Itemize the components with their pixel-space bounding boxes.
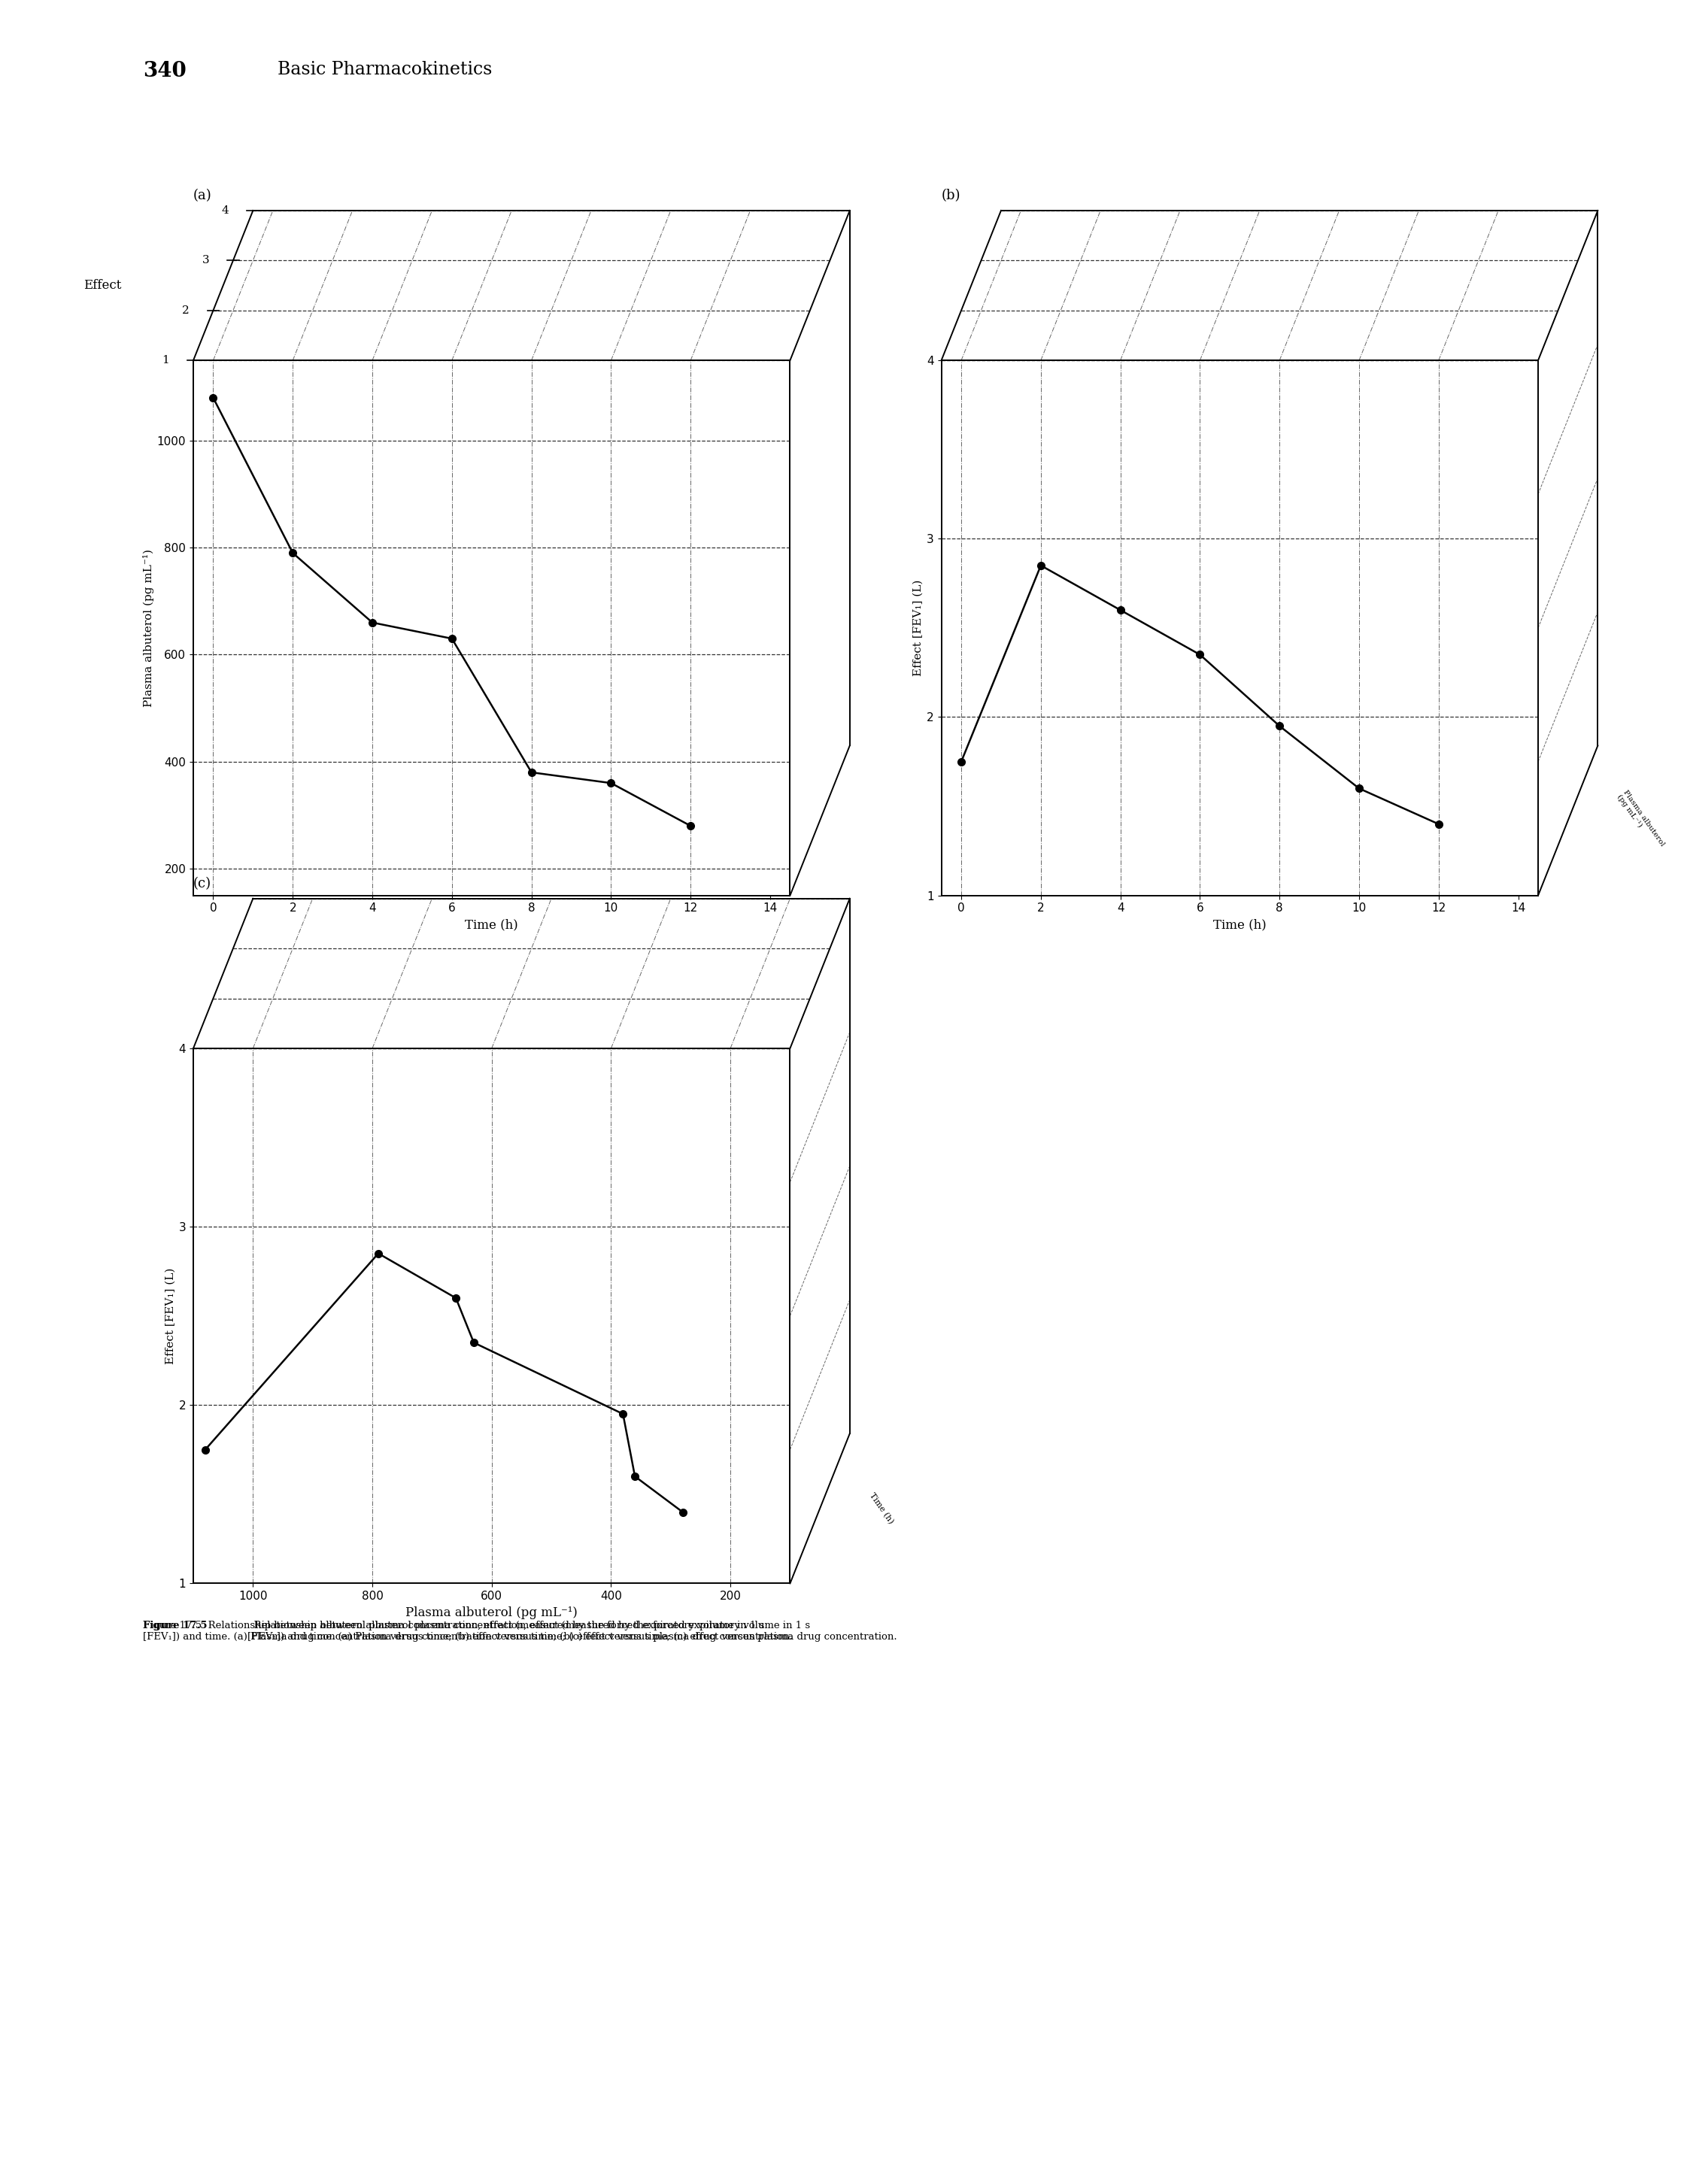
X-axis label: Plasma albuterol (pg mL⁻¹): Plasma albuterol (pg mL⁻¹)	[405, 1605, 578, 1618]
Text: Figure 17.5  Relationship between albuterol plasma concentration, effect (measur: Figure 17.5 Relationship between albuter…	[143, 1621, 792, 1642]
Text: Relationship between albuterol plasma concentration, effect (measured by the for: Relationship between albuterol plasma co…	[247, 1621, 896, 1642]
Y-axis label: Effect [FEV₁] (L): Effect [FEV₁] (L)	[913, 579, 923, 677]
Text: 2: 2	[182, 306, 190, 317]
Text: (a): (a)	[193, 190, 212, 203]
Text: Figure 17.5: Figure 17.5	[143, 1621, 207, 1629]
Text: 4: 4	[222, 205, 229, 216]
Text: (b): (b)	[941, 190, 960, 203]
Text: Time (h): Time (h)	[867, 1492, 894, 1524]
Text: 1: 1	[161, 356, 170, 365]
Y-axis label: Effect [FEV₁] (L): Effect [FEV₁] (L)	[165, 1267, 175, 1365]
Text: Effect: Effect	[84, 280, 121, 293]
Y-axis label: Plasma albuterol (pg mL⁻¹): Plasma albuterol (pg mL⁻¹)	[143, 548, 155, 708]
X-axis label: Time (h): Time (h)	[466, 917, 518, 930]
Text: 340: 340	[143, 61, 187, 81]
Text: Plasma albuterol
(pg mL⁻¹): Plasma albuterol (pg mL⁻¹)	[1615, 788, 1666, 852]
Text: Basic Pharmacokinetics: Basic Pharmacokinetics	[277, 61, 493, 79]
Text: (c): (c)	[193, 878, 212, 891]
Text: 3: 3	[202, 256, 208, 266]
X-axis label: Time (h): Time (h)	[1214, 917, 1266, 930]
